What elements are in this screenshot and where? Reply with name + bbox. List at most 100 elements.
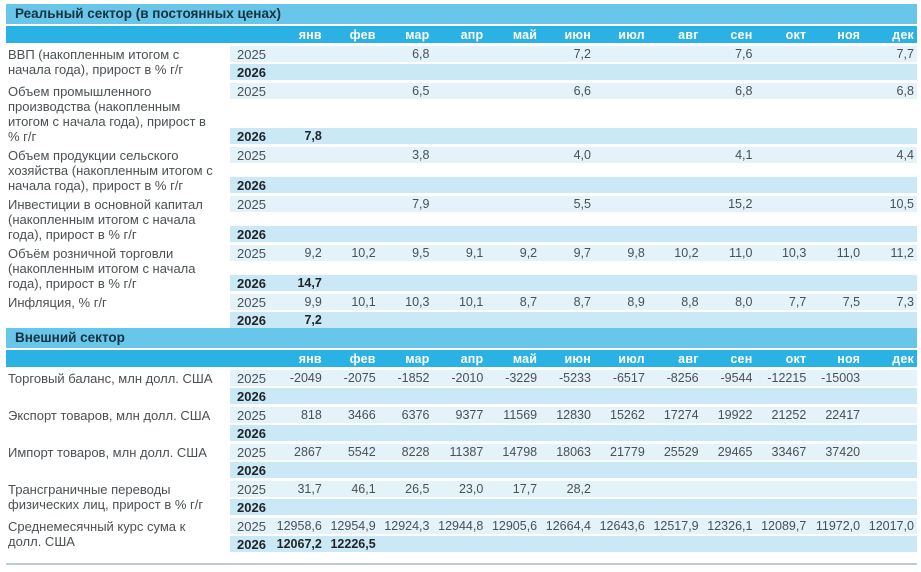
indicator-block: Импорт товаров, млн долл. США 2025 2867 554…	[6, 444, 917, 478]
value-cell: 9,7	[573, 246, 591, 260]
value-cell: 28,2	[566, 482, 591, 496]
value-cell: 12944,8	[438, 519, 484, 533]
section-title: Реальный сектор (в постоянных ценах)	[6, 4, 917, 24]
indicator-data: 2025 9,2 10,2 9,5 9,1 9,2 9,7 9,8 10,2 11,0 10,3 11…	[230, 245, 917, 291]
month-header-5: май	[512, 27, 538, 42]
month-header-10: окт	[785, 351, 807, 366]
value-cell: 17,7	[512, 482, 538, 496]
year-label: 2026	[237, 177, 266, 193]
value-cell: 14798	[502, 445, 538, 459]
value-cell: 12924,3	[384, 519, 430, 533]
indicator-label: ВВП (накопленным итогом с начала года), …	[8, 47, 184, 77]
data-row-2026: 2026	[230, 64, 917, 80]
value-cell: 818	[300, 408, 322, 422]
value-cell: 11,2	[890, 246, 914, 260]
value-cell: 3,8	[412, 148, 430, 162]
value-cell: 37420	[825, 445, 861, 459]
value-cell: 9,5	[412, 246, 430, 260]
value-cell: 2867	[294, 445, 322, 459]
month-header-10: окт	[785, 27, 807, 42]
indicator-block: Объём розничной торговли (накопленным ит…	[6, 245, 917, 291]
year-label: 2026	[237, 536, 266, 552]
value-cell: 21252	[771, 408, 807, 422]
value-cell: 6376	[401, 408, 430, 422]
value-cell: 12226,5	[330, 537, 376, 551]
value-cell: 7,5	[842, 295, 861, 309]
value-cell: 8,8	[681, 295, 699, 309]
data-row-2025: 2025 6,5 6,6 6,8 6,8	[230, 83, 917, 99]
value-cell: 7,8	[304, 129, 322, 143]
value-cell: 12664,4	[545, 519, 591, 533]
indicator-data: 2025 2867 5542 8228 11387 14798 18063 21779 2552…	[230, 444, 917, 478]
value-cell: 9,2	[304, 246, 322, 260]
value-cell: -3229	[505, 371, 538, 385]
value-cell: 9,2	[519, 246, 538, 260]
month-header-3: мар	[405, 27, 430, 42]
indicator-label: Инфляция, % г/г	[8, 295, 107, 310]
data-row-2026: 2026 7,2	[230, 312, 917, 328]
value-cell: 7,3	[896, 295, 914, 309]
value-cell: 4,0	[573, 148, 591, 162]
value-cell: 21779	[610, 445, 645, 459]
data-row-2025: 2025 9,9 10,1 10,3 10,1 8,7 8,7 8,9 8,8 8,0 7,7 7,5…	[230, 294, 917, 310]
data-row-2026: 2026	[230, 499, 917, 515]
month-header-11: ноя	[837, 351, 861, 366]
data-row-2025: 2025 2867 5542 8228 11387 14798 18063 21779 2552…	[230, 444, 917, 460]
value-cell: 9,1	[465, 246, 484, 260]
value-cell: 10,3	[405, 295, 430, 309]
value-cell: 8,7	[519, 295, 538, 309]
value-cell: -2010	[451, 371, 484, 385]
value-cell: 6,8	[412, 47, 430, 61]
data-row-2025: 2025 -2049 -2075 -1852 -2010 -3229 -5233 -6517 -…	[230, 370, 917, 386]
data-row-2026: 2026	[230, 462, 917, 478]
value-cell: 11569	[503, 408, 538, 422]
data-row-2026: 2026	[230, 425, 917, 441]
value-cell: 11,0	[729, 246, 753, 260]
month-header-12: дек	[892, 351, 914, 366]
value-cell: 22417	[825, 408, 861, 422]
value-cell: 5,5	[573, 197, 591, 211]
value-cell: 5542	[347, 445, 376, 459]
data-row-2025: 2025 9,2 10,2 9,5 9,1 9,2 9,7 9,8 10,2 11,0 10,3 11…	[230, 245, 917, 261]
year-label: 2026	[237, 128, 266, 144]
month-header-4: апр	[460, 351, 484, 366]
value-cell: 12954,9	[330, 519, 376, 533]
indicator-label: Объем промышленного производства (накопл…	[8, 84, 206, 144]
value-cell: 25529	[663, 445, 699, 459]
value-cell: 6,5	[412, 84, 430, 98]
indicator-block: Экспорт товаров, млн долл. США 2025 818 346…	[6, 407, 917, 441]
table-bottom-rule	[6, 563, 917, 565]
value-cell: 12017,0	[868, 519, 914, 533]
month-header-2: фев	[349, 351, 376, 366]
data-row-2026: 2026 7,8	[230, 128, 917, 144]
value-cell: 15262	[610, 408, 645, 422]
indicator-block: Объем промышленного производства (накопл…	[6, 83, 917, 144]
value-cell: 29465	[717, 445, 753, 459]
value-cell: 31,7	[297, 482, 322, 496]
indicator-data: 2025 -2049 -2075 -1852 -2010 -3229 -5233 -6517 -…	[230, 370, 917, 404]
indicator-data: 2025 3,8 4,0 4,1 4,4 2026	[230, 147, 917, 193]
month-header-11: ноя	[837, 27, 861, 42]
value-cell: 12958,6	[276, 519, 322, 533]
value-cell: 9377	[455, 408, 484, 422]
month-header-7: июл	[618, 27, 645, 42]
value-cell: 12643,6	[599, 519, 645, 533]
data-row-2026: 2026 14,7	[230, 275, 917, 291]
year-label: 2025	[237, 147, 266, 163]
data-row-2026: 2026 12067,2 12226,5	[230, 536, 917, 552]
indicator-block: Объем продукции сельского хозяйства (нак…	[6, 147, 917, 193]
value-cell: 8,9	[627, 295, 645, 309]
year-label: 2026	[237, 425, 266, 441]
value-cell: 10,2	[351, 246, 376, 260]
value-cell: 6,8	[896, 84, 914, 98]
data-row-2026: 2026	[230, 226, 917, 242]
data-row-2025: 2025 12958,6 12954,9 12924,3 12944,8 12905,6 1…	[230, 518, 917, 534]
value-cell: -5233	[558, 371, 591, 385]
month-header-8: авг	[678, 27, 699, 42]
value-cell: 15,2	[728, 197, 753, 211]
indicator-data: 2025 9,9 10,1 10,3 10,1 8,7 8,7 8,9 8,8 8,0 7,7 7,5…	[230, 294, 917, 328]
value-cell: 9,8	[627, 246, 645, 260]
month-header-1: янв	[298, 27, 322, 42]
